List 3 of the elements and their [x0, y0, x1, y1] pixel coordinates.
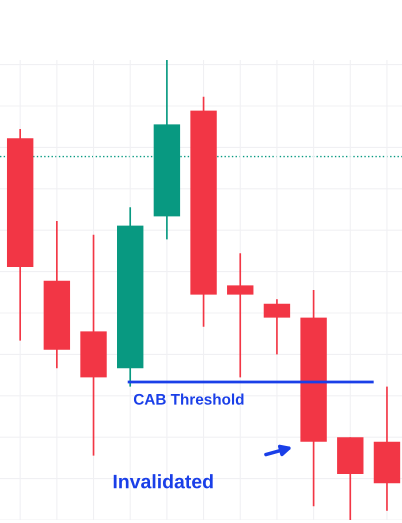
candlestick	[227, 252, 254, 378]
ref-line-label: CAB Threshold	[134, 394, 244, 405]
annotation: Invalidated	[114, 474, 213, 488]
